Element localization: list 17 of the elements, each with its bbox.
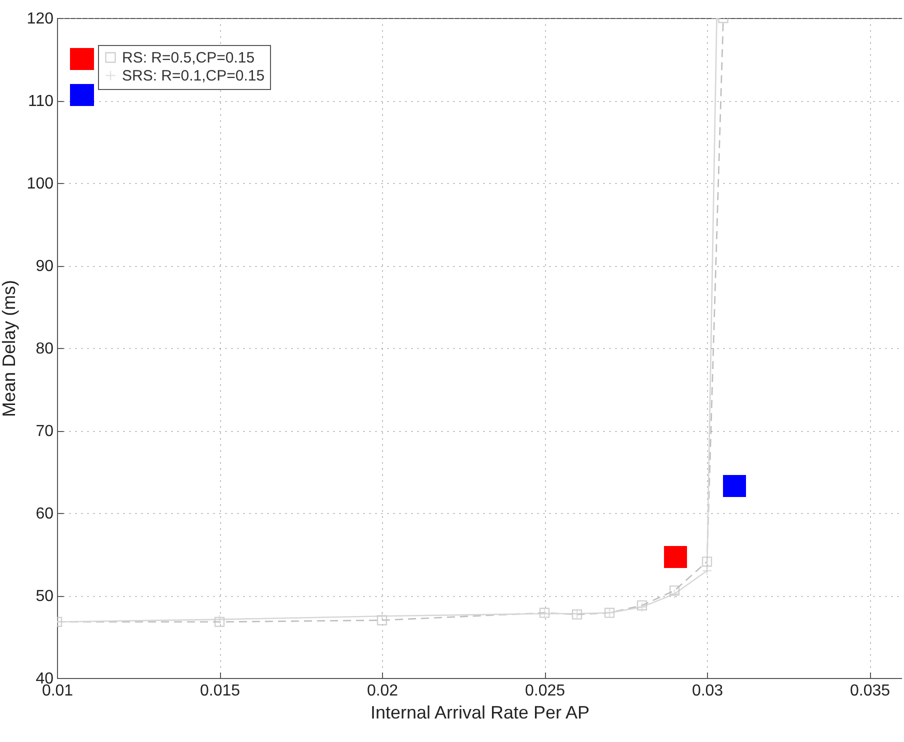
x-axis-title: Internal Arrival Rate Per AP — [370, 702, 590, 722]
y-tick-label: 70 — [36, 423, 54, 440]
y-tick-label: 80 — [36, 340, 54, 358]
y-tick-label: 120 — [26, 10, 54, 28]
x-tick-label: 0.025 — [524, 682, 566, 700]
x-tick-label: 0.03 — [692, 682, 724, 700]
y-tick-label: 100 — [26, 176, 54, 192]
y-tick-label: 60 — [36, 506, 54, 522]
x-tick-label: 0.02 — [366, 682, 398, 700]
x-tick-label: 0.015 — [200, 682, 240, 700]
legend-label: RS: R=0.5,CP=0.15 — [122, 50, 255, 66]
y-tick-label: 50 — [36, 588, 54, 605]
y-tick-label: 110 — [28, 93, 54, 110]
y-tick-label: 90 — [36, 258, 54, 275]
legend-label: SRS: R=0.1,CP=0.15 — [122, 68, 265, 84]
y-axis-title: Mean Delay (ms) — [0, 280, 19, 418]
x-tick-label: 0.035 — [850, 682, 890, 700]
